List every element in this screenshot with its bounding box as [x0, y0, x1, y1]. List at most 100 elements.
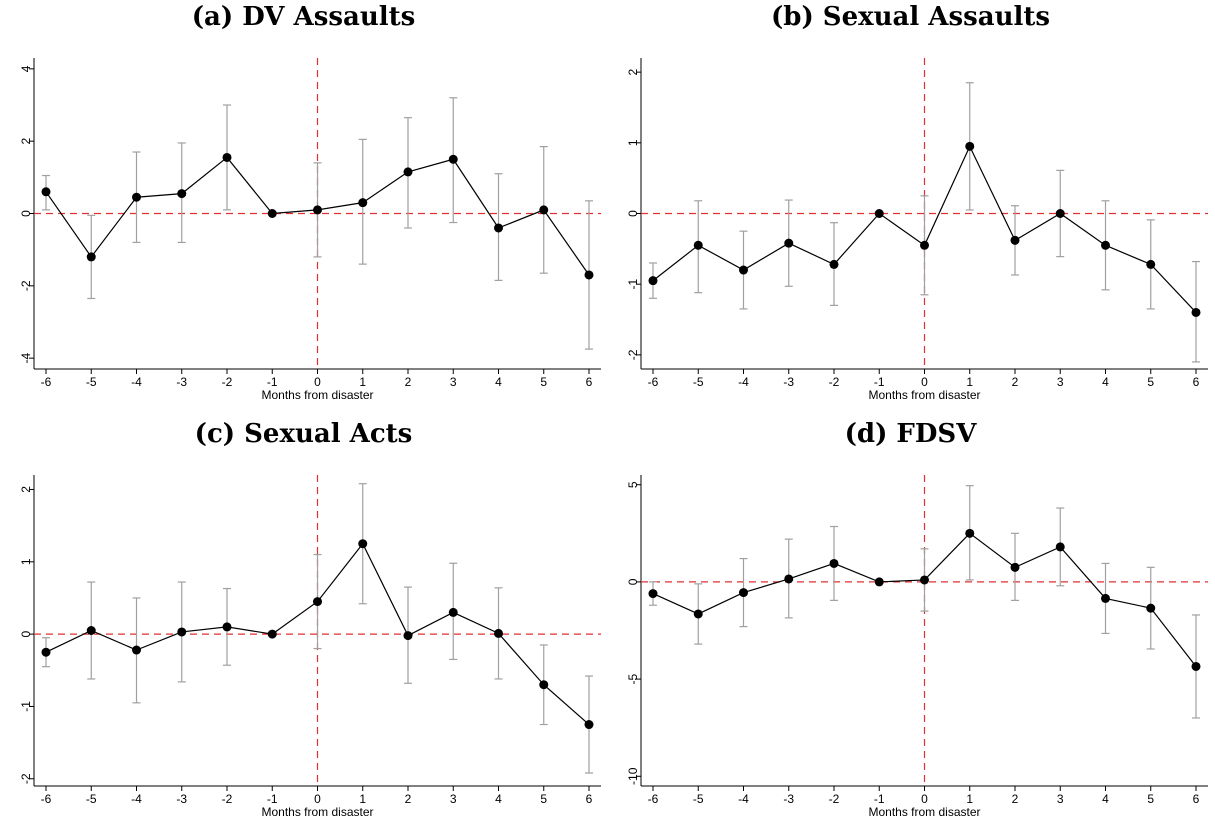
y-tick-label: 2 [626, 68, 640, 75]
data-point [403, 631, 413, 641]
data-point [86, 626, 96, 635]
x-tick-label: 6 [1193, 792, 1200, 806]
x-tick-label: -1 [267, 375, 278, 389]
x-tick-label: -2 [222, 792, 233, 806]
y-tick-label: 1 [19, 558, 33, 565]
x-tick-label: 0 [921, 792, 928, 806]
chart-sexual-acts: -2 -1 0 1 2 -6 -5 -4 -3 -2 -1 0 1 2 3 4 5 6 Months from di… [19, 475, 601, 819]
data-point [1146, 603, 1156, 613]
y-tick-label: -10 [626, 767, 640, 785]
data-point [584, 270, 594, 280]
y-tick-label: -1 [19, 701, 33, 712]
data-point [648, 276, 658, 286]
x-tick-label: 4 [495, 375, 502, 389]
x-tick-label: -6 [41, 792, 52, 806]
data-point [584, 720, 594, 730]
data-point [132, 192, 141, 202]
y-tick-label: 4 [19, 65, 33, 72]
x-tick-label: 4 [495, 792, 502, 806]
x-tick-label: -2 [222, 375, 233, 389]
x-tick-label: -6 [648, 375, 659, 389]
x-axis-label: Months from disaster [261, 388, 373, 402]
x-tick-label: -3 [176, 792, 187, 806]
x-tick-label: 1 [359, 792, 366, 806]
x-tick-label: -4 [131, 375, 142, 389]
data-point [494, 628, 503, 638]
x-tick-label: -1 [874, 375, 885, 389]
data-point [267, 209, 277, 218]
data-point [222, 622, 232, 632]
x-tick-label: -3 [783, 375, 794, 389]
data-point [358, 198, 368, 208]
x-tick-label: 1 [966, 375, 973, 389]
x-tick-label: 5 [540, 375, 547, 389]
x-tick-label: -5 [693, 375, 704, 389]
data-point [693, 240, 703, 250]
y-tick-label: -4 [19, 352, 33, 363]
y-tick-label: 0 [19, 210, 33, 217]
data-point [132, 645, 141, 655]
x-tick-label: 4 [1102, 792, 1109, 806]
data-point [784, 574, 794, 584]
data-point [965, 141, 975, 151]
y-tick-label: -2 [19, 773, 33, 784]
y-tick-label: 5 [626, 481, 640, 488]
panel-sexual-assaults: (b) Sexual Assaults -2 -1 0 1 2 -6 -5 -4 -3 -2 -1 0… [607, 0, 1214, 417]
data-point [739, 265, 748, 275]
panel-title: (b) Sexual Assaults [770, 2, 1051, 32]
x-tick-label: -5 [86, 792, 97, 806]
x-tick-label: 5 [1147, 792, 1154, 806]
data-point [539, 680, 549, 690]
x-tick-label: 1 [966, 792, 973, 806]
x-tick-label: -3 [783, 792, 794, 806]
x-tick-label: 6 [586, 792, 593, 806]
x-tick-label: 6 [1193, 375, 1200, 389]
data-point [267, 629, 277, 639]
y-tick-label: -1 [626, 279, 640, 290]
x-axis-label: Months from disaster [868, 388, 980, 402]
x-axis-label: Months from disaster [261, 805, 373, 819]
data-point [739, 588, 748, 598]
data-point [86, 252, 96, 262]
data-point [693, 609, 703, 619]
data-point [920, 240, 929, 250]
x-tick-label: 1 [359, 375, 366, 389]
x-tick-label: -6 [648, 792, 659, 806]
panel-title: (a) DV Assaults [191, 2, 416, 32]
y-tick-label: 1 [626, 139, 640, 146]
data-point [313, 205, 322, 215]
data-point [41, 647, 51, 657]
x-tick-label: -1 [874, 792, 885, 806]
data-point [41, 187, 51, 197]
data-point [448, 607, 458, 617]
data-point [448, 154, 458, 164]
x-tick-label: -4 [738, 375, 749, 389]
chart-sexual-assaults: -2 -1 0 1 2 -6 -5 -4 -3 -2 -1 0 1 2 3 4 5 6 Months from di… [626, 58, 1208, 402]
data-point [1191, 307, 1201, 317]
panel-title: (c) Sexual Acts [194, 419, 413, 449]
panel-title: (d) FDSV [844, 419, 977, 449]
x-tick-label: 3 [1057, 792, 1064, 806]
data-point [965, 528, 975, 538]
x-tick-label: 6 [586, 375, 593, 389]
x-axis-label: Months from disaster [868, 805, 980, 819]
data-point [784, 238, 794, 248]
data-point [1055, 542, 1065, 552]
data-point [1055, 209, 1065, 218]
x-tick-label: 4 [1102, 375, 1109, 389]
data-point [358, 539, 368, 549]
y-tick-label: -5 [626, 673, 640, 684]
x-tick-label: 2 [1012, 792, 1019, 806]
chart-dv-assaults: -4 -2 0 2 4 -6 -5 -4 -3 -2 -1 0 1 2 3 4 5 6 Months from di… [19, 58, 601, 402]
x-tick-label: -5 [693, 792, 704, 806]
y-tick-label: 0 [626, 578, 640, 585]
data-point [1191, 661, 1201, 671]
y-tick-label: 2 [19, 486, 33, 493]
y-tick-label: -2 [626, 349, 640, 360]
x-tick-label: 3 [1057, 375, 1064, 389]
data-point [403, 167, 413, 177]
data-point [1010, 235, 1020, 245]
x-tick-label: 0 [314, 375, 321, 389]
x-tick-label: -1 [267, 792, 278, 806]
